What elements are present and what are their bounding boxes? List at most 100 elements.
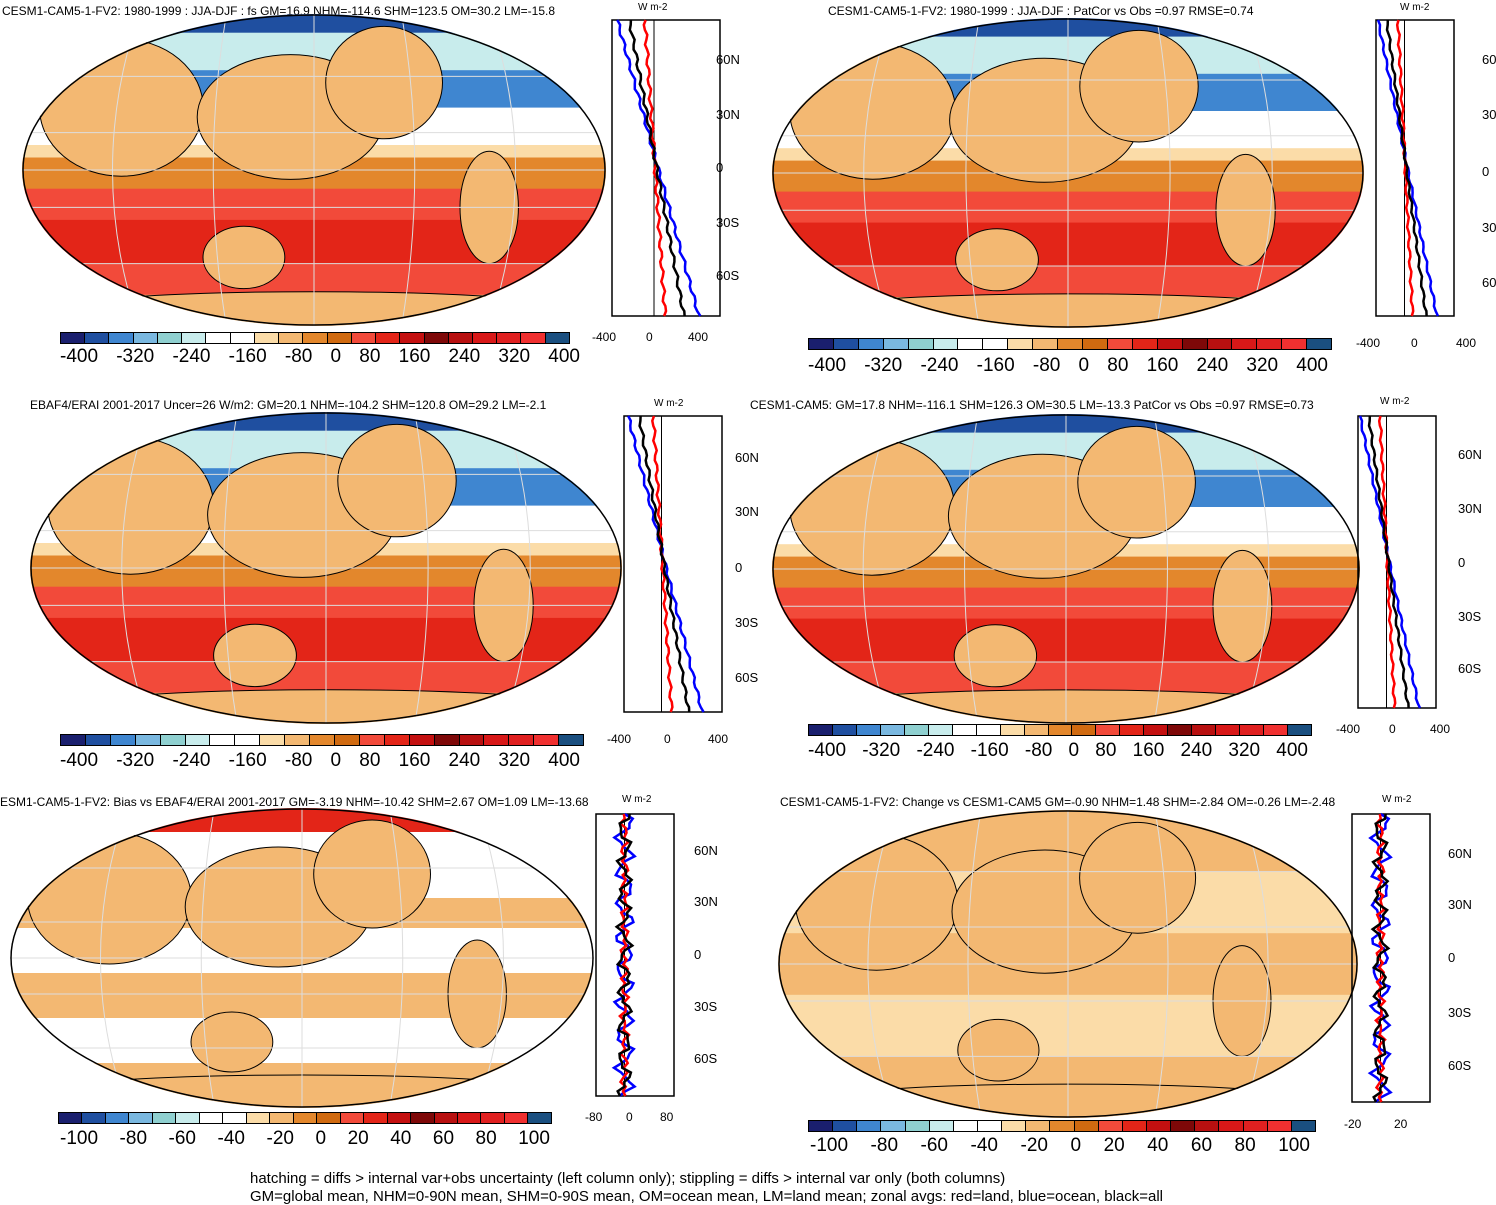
colorbar-label: 20 (347, 1128, 369, 1149)
colorbar-swatch (1144, 725, 1169, 735)
colorbar-label: -80 (284, 346, 313, 367)
lat-label: 60 (1482, 52, 1496, 67)
colorbar (808, 338, 1332, 350)
colorbar-swatch (497, 333, 522, 343)
zonal-curve (1367, 812, 1393, 1103)
lat-label: 30 (1482, 220, 1496, 235)
zonal-tick: -400 (1336, 722, 1361, 736)
zonal-frame (1357, 415, 1437, 709)
lat-label: 30N (716, 107, 740, 122)
colorbar-label: -80 (1024, 740, 1053, 761)
colorbar-swatch (448, 333, 473, 343)
colorbar-label: -80 (284, 750, 313, 771)
colorbar-label: -320 (116, 346, 155, 367)
colorbar-labels: -100 -80 -60 -40 -20 0 20 40 60 80 100 (810, 1135, 1310, 1157)
lat-label: 30N (1458, 501, 1482, 516)
graticule-line (212, 14, 227, 326)
lat-label: 30S (716, 215, 740, 230)
colorbar-swatch (1182, 339, 1208, 349)
graticule-line (1241, 414, 1270, 724)
colorbar-label: 60 (1190, 1135, 1213, 1156)
colorbar-swatch (109, 333, 134, 343)
graticule-line (1241, 810, 1269, 1118)
lat-label: 0 (694, 947, 702, 962)
colorbar (60, 332, 570, 344)
unit-label: W m-2 (1382, 794, 1412, 805)
colorbar-swatch (1207, 339, 1233, 349)
colorbar-swatch (210, 735, 236, 745)
unit-label: W m-2 (654, 398, 684, 409)
colorbar-label: -80 (870, 1135, 899, 1156)
zonal-mean-plot (600, 14, 740, 324)
colorbar-swatch (270, 1113, 294, 1123)
colorbar-labels: -100 -80 -60 -40 -20 0 20 40 60 80 100 (60, 1128, 550, 1150)
graticule-line (967, 810, 982, 1118)
graticule-line (488, 14, 516, 326)
colorbar-label: 320 (1228, 740, 1261, 761)
zonal-tick: 20 (1394, 1117, 1408, 1131)
colorbar-label: -320 (862, 740, 901, 761)
colorbar-swatch (904, 725, 929, 735)
continent-shape (1079, 821, 1197, 934)
colorbar-swatch (82, 1113, 106, 1123)
colorbar-swatch (833, 339, 859, 349)
colorbar-swatch (1074, 1121, 1099, 1131)
graticule-line (867, 810, 895, 1118)
lat-label: 60N (735, 450, 759, 465)
colorbar-swatch (1026, 1121, 1051, 1131)
colorbar-swatch (223, 1113, 247, 1123)
zonal-mean-plot (612, 410, 742, 720)
colorbar-swatch (559, 735, 584, 745)
colorbar-label: 40 (390, 1128, 412, 1149)
colorbar-swatch (285, 735, 311, 745)
colorbar-swatch (1033, 339, 1059, 349)
colorbar-label: -240 (172, 346, 211, 367)
colorbar-swatch (1024, 725, 1049, 735)
colorbar-swatch (809, 725, 833, 735)
lat-label: 60S (694, 1051, 718, 1066)
continent-shape (1077, 425, 1196, 539)
colorbar-swatch (1232, 339, 1258, 349)
zonal-curve (651, 415, 674, 713)
colorbar-swatch (958, 339, 984, 349)
colorbar-label: 40 (1147, 1135, 1169, 1156)
colorbar-swatch (983, 339, 1009, 349)
colorbar-swatch (303, 333, 328, 343)
colorbar-swatch (334, 735, 360, 745)
continent-shape (957, 1018, 1040, 1082)
graticule-line (100, 808, 128, 1108)
map-outline (778, 810, 1358, 1118)
colorbar-swatch (1098, 1121, 1123, 1131)
colorbar-swatch (110, 735, 136, 745)
colorbar-swatch (952, 725, 977, 735)
colorbar-swatch (1307, 339, 1332, 349)
zonal-tick: 0 (646, 330, 653, 344)
graticule-line (1153, 414, 1168, 724)
colorbar-swatch (484, 735, 510, 745)
colorbar-swatch (857, 1121, 882, 1131)
colorbar-swatch (504, 1113, 529, 1123)
colorbar-swatch (809, 339, 834, 349)
unit-label: W m-2 (1380, 396, 1410, 407)
continent-shape (313, 819, 432, 929)
zonal-curve (1395, 19, 1415, 317)
colorbar-label: -240 (916, 740, 955, 761)
unit-label: W m-2 (638, 2, 668, 13)
colorbar-labels: -400 -320 -240 -160 -80 0 80 160 240 320 400 (60, 750, 580, 772)
zonal-curve (1367, 415, 1410, 709)
zonal-tick: 400 (688, 330, 709, 344)
lat-label: 60S (1458, 661, 1482, 676)
lat-label: 0 (735, 560, 743, 575)
colorbar-swatch (881, 1121, 906, 1131)
colorbar-swatch (235, 735, 261, 745)
zonal-curve (1385, 19, 1428, 317)
colorbar-swatch (933, 339, 959, 349)
map-outline (772, 18, 1364, 328)
graticule-line (401, 14, 416, 326)
continent-shape (1079, 29, 1199, 143)
zonal-tick: -20 (1344, 1117, 1362, 1131)
colorbar-swatch (1282, 339, 1308, 349)
colorbar-label: 400 (1296, 355, 1328, 376)
graticule-line (503, 412, 531, 724)
colorbar-swatch (481, 1113, 505, 1123)
